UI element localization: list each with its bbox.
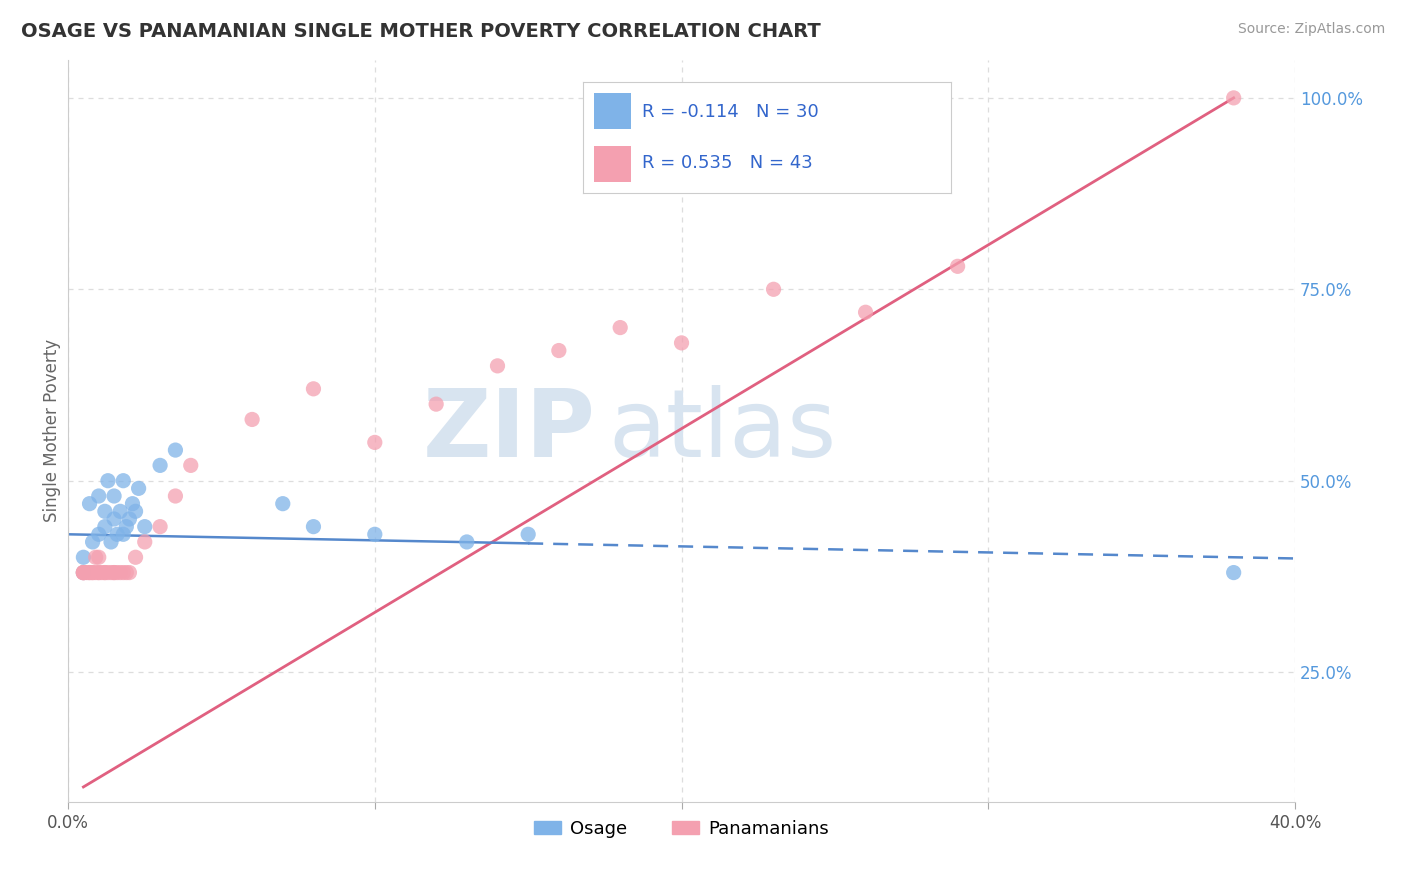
Point xyxy=(94,566,117,580)
Point xyxy=(855,305,877,319)
Point xyxy=(103,512,125,526)
Point xyxy=(425,397,447,411)
Point xyxy=(75,566,97,580)
Point xyxy=(94,504,117,518)
Point xyxy=(364,435,387,450)
Point xyxy=(72,566,94,580)
Point xyxy=(72,566,94,580)
Point xyxy=(72,566,94,580)
Point xyxy=(517,527,540,541)
Point xyxy=(97,566,120,580)
Text: ZIP: ZIP xyxy=(423,385,596,477)
Point xyxy=(118,512,141,526)
Point xyxy=(87,527,110,541)
Point xyxy=(364,527,387,541)
Point xyxy=(302,519,325,533)
Legend: Osage, Panamanians: Osage, Panamanians xyxy=(527,813,837,846)
Text: OSAGE VS PANAMANIAN SINGLE MOTHER POVERTY CORRELATION CHART: OSAGE VS PANAMANIAN SINGLE MOTHER POVERT… xyxy=(21,22,821,41)
Point xyxy=(762,282,785,296)
Point xyxy=(134,519,156,533)
Point xyxy=(118,566,141,580)
Point xyxy=(128,481,150,495)
Point xyxy=(82,535,104,549)
Point xyxy=(82,566,104,580)
Point xyxy=(87,550,110,565)
Point xyxy=(180,458,202,473)
Point xyxy=(134,535,156,549)
Point xyxy=(87,489,110,503)
Point xyxy=(1222,91,1244,105)
Text: atlas: atlas xyxy=(607,385,837,477)
Point xyxy=(112,527,135,541)
Point xyxy=(79,497,101,511)
Point xyxy=(84,566,107,580)
Point xyxy=(946,260,969,274)
Point xyxy=(240,412,263,426)
Point xyxy=(1222,566,1244,580)
Point xyxy=(112,566,135,580)
Point xyxy=(84,550,107,565)
Point xyxy=(103,566,125,580)
Point xyxy=(302,382,325,396)
Point xyxy=(94,566,117,580)
Point xyxy=(72,566,94,580)
Point xyxy=(112,474,135,488)
Point xyxy=(115,519,138,533)
Point xyxy=(124,504,146,518)
Point xyxy=(79,566,101,580)
Point xyxy=(671,335,693,350)
Point xyxy=(115,566,138,580)
Point xyxy=(97,474,120,488)
Point xyxy=(87,566,110,580)
Point xyxy=(165,443,187,458)
Point xyxy=(105,527,128,541)
Text: Source: ZipAtlas.com: Source: ZipAtlas.com xyxy=(1237,22,1385,37)
Point xyxy=(271,497,294,511)
Y-axis label: Single Mother Poverty: Single Mother Poverty xyxy=(44,339,60,523)
Point xyxy=(547,343,569,358)
Point xyxy=(486,359,509,373)
Point xyxy=(456,535,478,549)
Point xyxy=(108,566,131,580)
Point xyxy=(82,566,104,580)
Point xyxy=(72,550,94,565)
Point xyxy=(79,566,101,580)
Point xyxy=(105,566,128,580)
Point xyxy=(121,497,143,511)
Point xyxy=(103,489,125,503)
Point xyxy=(108,504,131,518)
Point xyxy=(100,535,122,549)
Point xyxy=(90,566,112,580)
Point xyxy=(609,320,631,334)
Point xyxy=(165,489,187,503)
Point xyxy=(149,519,172,533)
Point xyxy=(87,566,110,580)
Point xyxy=(72,566,94,580)
Point xyxy=(100,566,122,580)
Point xyxy=(103,566,125,580)
Point xyxy=(149,458,172,473)
Point xyxy=(94,519,117,533)
Point xyxy=(124,550,146,565)
